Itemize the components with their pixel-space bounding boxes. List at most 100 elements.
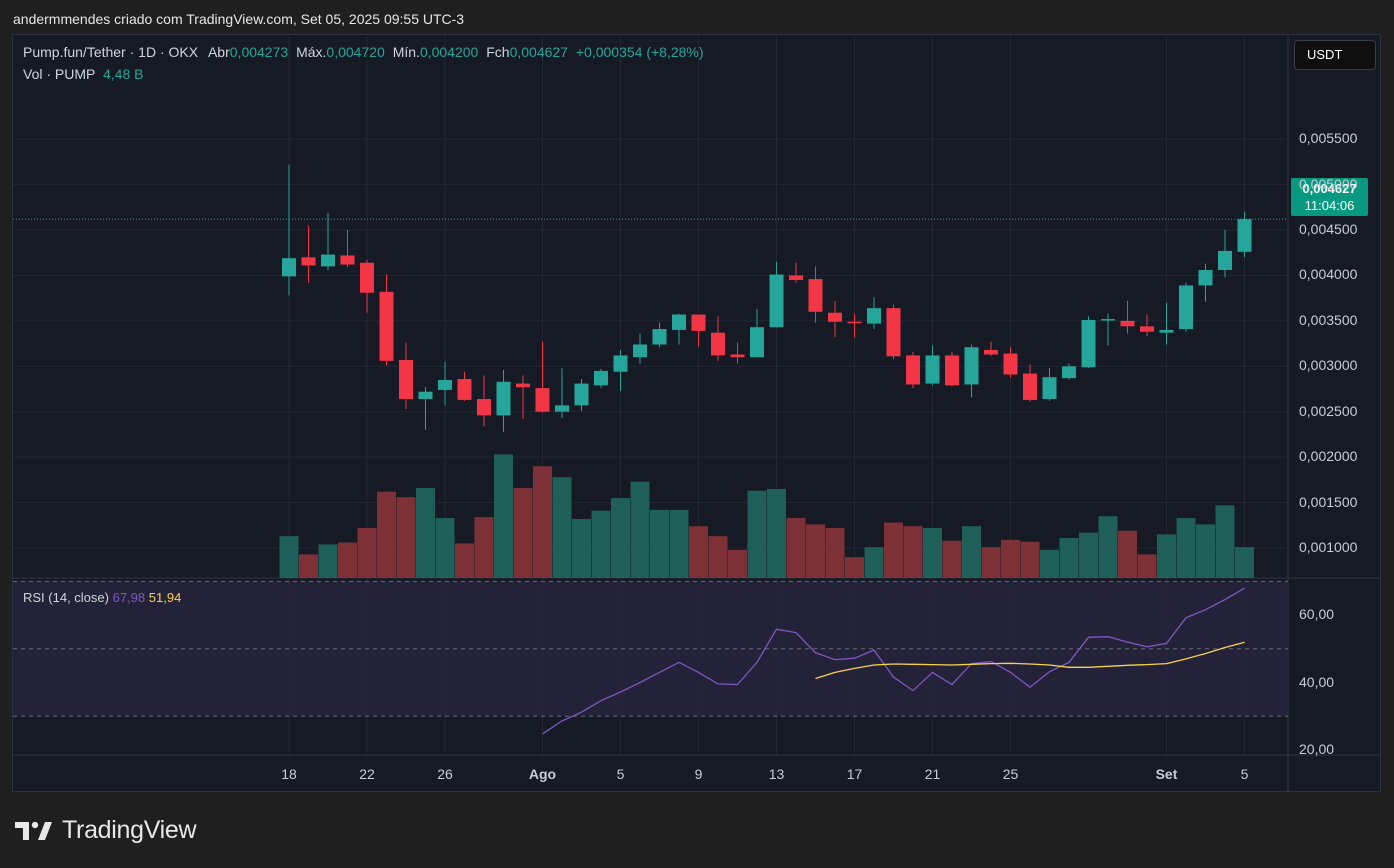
volume-bar — [338, 542, 357, 578]
symbol-label[interactable]: Pump.fun/Tether · 1D · OKX — [23, 44, 199, 60]
candle-body — [867, 308, 881, 324]
last-price-value: 0,004627 — [1302, 181, 1357, 196]
candle-body — [1198, 269, 1213, 286]
bar-countdown: 11:04:06 — [1304, 198, 1355, 213]
brand-name: TradingView — [62, 816, 197, 844]
volume-bar — [864, 547, 884, 578]
candle-body — [672, 314, 686, 330]
rsi-band — [13, 581, 1288, 717]
volume-bar — [962, 526, 981, 578]
low-value: 0,004200 — [419, 44, 479, 60]
tradingview-logo-icon — [15, 821, 52, 840]
currency-button[interactable]: USDT — [1294, 40, 1376, 70]
rsi-axis-label: 40,00 — [1299, 673, 1335, 690]
rsi-axis-label: 60,00 — [1299, 606, 1335, 623]
volume-bar — [786, 518, 806, 578]
price-axis-label: 0,005500 — [1299, 130, 1358, 147]
volume-bar — [1196, 524, 1215, 578]
rsi-axis-label: 20,00 — [1299, 740, 1335, 757]
candle-body — [1023, 373, 1037, 400]
candle-body — [1081, 319, 1096, 368]
price-axis-label: 0,004000 — [1299, 266, 1358, 283]
candle-body — [457, 379, 472, 400]
candle-body — [594, 370, 608, 386]
rsi-label[interactable]: RSI (14, close) — [23, 590, 109, 605]
volume-bar — [552, 477, 572, 578]
volume-bar — [611, 498, 630, 578]
volume-bar — [669, 509, 689, 578]
high-label: Máx. — [296, 44, 327, 60]
time-axis-label: 17 — [846, 766, 863, 782]
candle-body — [1218, 250, 1232, 270]
volume-bar — [884, 522, 903, 578]
candle-body — [282, 258, 296, 277]
volume-bar — [279, 536, 299, 578]
last-price-tag: 0,004627 11:04:06 — [1291, 178, 1368, 216]
candle-body — [379, 291, 394, 361]
volume-bar — [299, 554, 318, 578]
candle-body — [1237, 219, 1252, 252]
candle-body — [847, 321, 862, 324]
candle-body — [301, 257, 316, 266]
time-axis-label: Ago — [528, 766, 557, 782]
volume-bar — [767, 488, 786, 578]
candle-body — [808, 279, 823, 312]
candle-body — [964, 347, 979, 385]
volume-bar — [1235, 547, 1254, 578]
volume-label[interactable]: Vol · PUMP — [23, 66, 96, 82]
price-axis-label: 0,003000 — [1299, 357, 1358, 374]
volume-bar — [708, 536, 728, 578]
candle-body — [945, 355, 959, 386]
candle-body — [1042, 377, 1057, 400]
volume-bar — [1098, 516, 1118, 578]
volume-bar — [396, 497, 416, 578]
volume-bar — [1137, 554, 1157, 578]
candle-body — [360, 262, 374, 293]
price-axis-label: 0,001500 — [1299, 493, 1358, 510]
low-label: Mín. — [392, 44, 420, 60]
time-axis-label: 26 — [437, 766, 453, 782]
candle-body — [516, 383, 530, 388]
candle-body — [535, 388, 550, 412]
candle-body — [438, 379, 452, 390]
candle-body — [789, 275, 803, 280]
candle-body — [925, 355, 940, 384]
volume-bar — [455, 543, 474, 578]
candle-body — [574, 383, 589, 406]
volume-bar — [845, 557, 864, 578]
candle-body — [769, 274, 784, 328]
candle-body — [1062, 366, 1076, 379]
tradingview-logo: TradingView — [14, 816, 197, 845]
candle-body — [1003, 353, 1018, 375]
chart-canvas[interactable] — [13, 35, 1380, 791]
volume-bar — [689, 526, 708, 578]
snapshot-title: andermmendes criado com TradingView.com,… — [13, 11, 465, 27]
candle-body — [1140, 326, 1154, 332]
chart-container[interactable] — [12, 34, 1381, 792]
candle-body — [1179, 285, 1193, 330]
volume-bar — [1001, 539, 1020, 578]
candle-body — [652, 329, 667, 345]
volume-bar — [981, 547, 1001, 578]
candle-body — [555, 405, 569, 412]
volume-bar — [416, 488, 435, 578]
time-axis-label: 9 — [694, 766, 703, 782]
candle-body — [750, 327, 764, 358]
volume-bar — [318, 544, 338, 578]
candle-body — [886, 308, 901, 357]
time-axis-label: 21 — [924, 766, 941, 782]
candle-body — [1120, 320, 1135, 327]
time-axis-label: 13 — [768, 766, 785, 782]
volume-value: 4,48 B — [103, 66, 144, 82]
price-axis-label: 0,001000 — [1299, 539, 1358, 556]
volume-bar — [825, 528, 845, 578]
candle-body — [1159, 329, 1174, 333]
volume-bar — [630, 481, 650, 578]
volume-bar — [1118, 530, 1137, 578]
close-value: 0,004627 — [509, 44, 568, 60]
volume-bar — [1059, 538, 1079, 578]
close-label: Fch — [486, 44, 510, 60]
volume-bar — [728, 549, 747, 578]
time-axis-label: 25 — [1002, 766, 1019, 782]
time-axis-label: Set — [1155, 766, 1178, 782]
